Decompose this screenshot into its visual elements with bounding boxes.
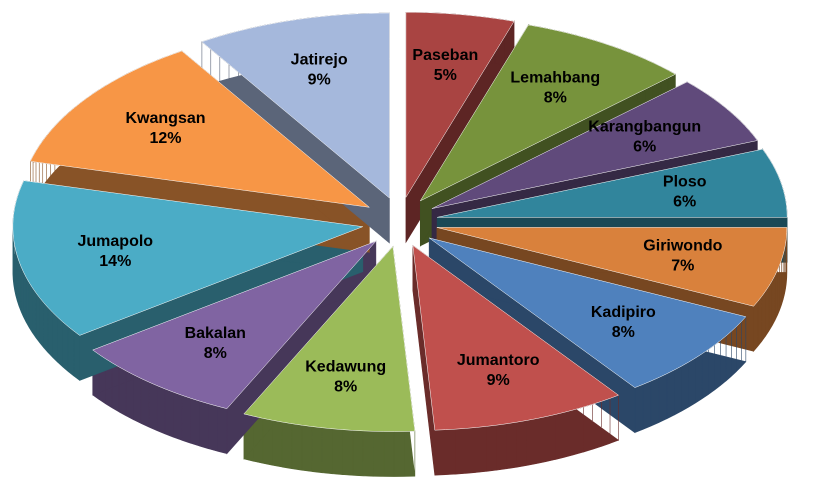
slice (412, 244, 620, 431)
slice-value-label: 8% (334, 379, 357, 396)
slice (436, 227, 788, 307)
slice (243, 245, 416, 432)
slice-label: Kedawung (305, 359, 386, 376)
slice-value-label: 14% (99, 253, 131, 270)
slice (405, 12, 515, 199)
slice-value-label: 6% (673, 194, 696, 211)
slice-label: Karangbangun (588, 118, 701, 135)
slice-label: Jumantoro (457, 352, 540, 369)
slice-value-label: 12% (150, 130, 182, 147)
slice-label: Lemahbang (510, 70, 600, 87)
slice-value-label: 8% (204, 345, 227, 362)
slice (431, 81, 758, 209)
slice-value-label: 8% (612, 324, 635, 341)
slice-value-label: 5% (434, 67, 457, 84)
slice-label: Jumapolo (78, 233, 154, 250)
slice (12, 180, 363, 336)
slice-tops (12, 12, 788, 432)
slice-label: Jatirejo (291, 51, 348, 68)
slice-label: Kadipiro (591, 304, 656, 321)
slice (92, 241, 377, 409)
slice-value-label: 9% (487, 372, 510, 389)
slice (437, 148, 788, 218)
slice (429, 237, 747, 388)
slice-label: Ploso (663, 174, 707, 191)
slice-label: Paseban (412, 47, 478, 64)
slice (419, 24, 676, 202)
slice-label: Bakalan (185, 325, 246, 342)
slice (30, 50, 371, 208)
slice-label: Kwangsan (126, 110, 206, 127)
slice-value-label: 8% (544, 90, 567, 107)
slice-value-label: 7% (671, 258, 694, 275)
slice-label: Giriwondo (643, 238, 722, 255)
slice (201, 12, 390, 199)
slice-value-label: 9% (308, 71, 331, 88)
labels: Paseban 5% Lemahbang 8% Karangbangun 6% Ploso 6… (78, 47, 723, 396)
slice-value-label: 6% (633, 138, 656, 155)
